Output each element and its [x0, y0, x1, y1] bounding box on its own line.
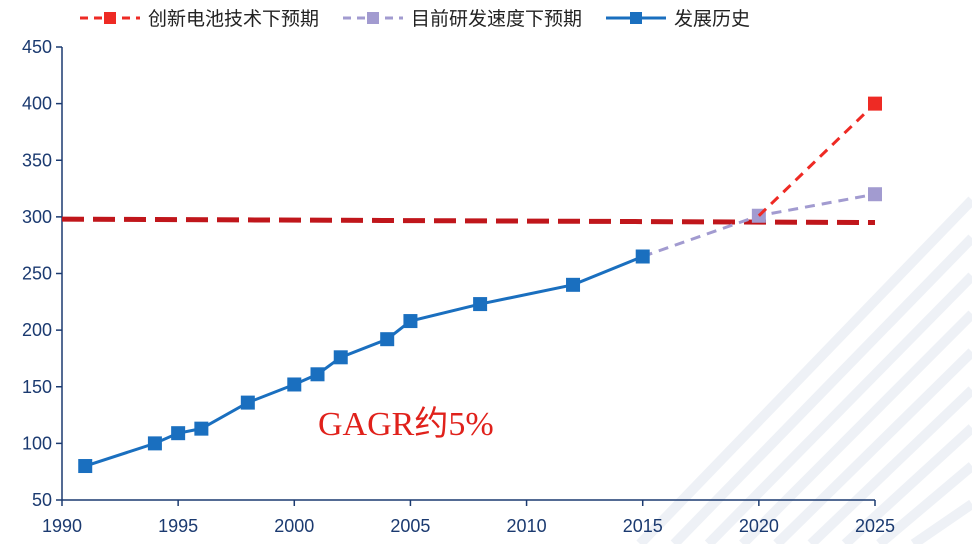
y-tick-label: 250 — [22, 264, 52, 284]
decor-stripe — [773, 348, 972, 544]
y-tick-label: 400 — [22, 94, 52, 114]
decor-stripe — [876, 462, 972, 544]
data-point-marker — [171, 426, 186, 441]
legend-item-current-rate: 目前研发速度下预期 — [341, 4, 582, 31]
legend-label-history: 发展历史 — [674, 8, 751, 30]
x-tick-label: 2020 — [739, 516, 779, 536]
y-tick-label: 350 — [22, 150, 52, 170]
data-point-marker — [473, 297, 488, 312]
legend-swatch-solid-blue — [606, 11, 667, 24]
x-tick-label: 2000 — [274, 516, 314, 536]
data-point-marker — [868, 187, 882, 202]
y-tick-label: 200 — [22, 320, 52, 340]
x-tick-label: 2010 — [507, 516, 547, 536]
data-point-marker — [287, 377, 302, 392]
legend-label-innovation: 创新电池技术下预期 — [148, 8, 320, 30]
data-point-marker — [310, 367, 325, 382]
data-point-marker — [403, 314, 418, 329]
decor-stripe — [670, 234, 972, 544]
x-tick-label: 2005 — [390, 516, 430, 536]
y-tick-label: 100 — [22, 433, 52, 453]
legend-label-current-rate: 目前研发速度下预期 — [411, 8, 583, 30]
legend-swatch-dashed-purple — [343, 11, 404, 24]
data-point-marker — [333, 350, 348, 365]
decor-stripe — [739, 310, 972, 544]
reference-line-300 — [61, 216, 876, 226]
legend-item-history: 发展历史 — [604, 4, 750, 31]
y-tick-label: 300 — [22, 207, 52, 227]
y-tick-label: 50 — [32, 490, 52, 510]
x-tick-label: 1990 — [42, 516, 82, 536]
series-line-2 — [757, 102, 877, 217]
data-point-marker — [566, 277, 581, 292]
x-tick-label: 2015 — [623, 516, 663, 536]
y-tick-label: 450 — [22, 37, 52, 57]
x-tick-label: 1995 — [158, 516, 198, 536]
data-point-marker — [380, 332, 395, 347]
series-line-1 — [642, 192, 876, 258]
decor-stripe — [807, 386, 972, 544]
data-point-marker — [194, 421, 209, 436]
legend-swatch-dashed-red — [80, 11, 140, 24]
data-point-marker — [240, 395, 255, 410]
data-point-marker — [78, 459, 93, 474]
x-tick-label: 2025 — [855, 516, 895, 536]
chart-legend: 创新电池技术下预期 目前研发速度下预期 发展历史 — [78, 4, 750, 31]
decor-stripe — [910, 499, 972, 544]
cagr-annotation: GAGR约5% — [318, 406, 494, 443]
legend-item-innovation: 创新电池技术下预期 — [78, 4, 319, 31]
y-tick-label: 150 — [22, 377, 52, 397]
data-point-marker — [635, 249, 650, 264]
decor-stripe — [636, 196, 972, 544]
data-point-marker — [147, 436, 162, 451]
decor-stripe — [841, 424, 972, 544]
data-point-marker — [868, 96, 882, 111]
